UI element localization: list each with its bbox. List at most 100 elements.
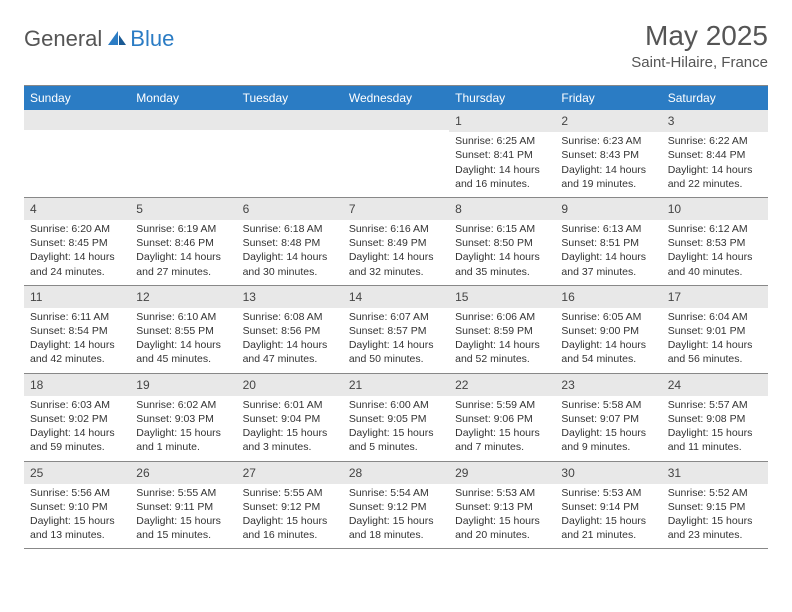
sunrise-text: Sunrise: 5:55 AM (243, 486, 337, 500)
day-cell (24, 110, 130, 197)
day-body: Sunrise: 6:05 AMSunset: 9:00 PMDaylight:… (555, 308, 661, 373)
daylight-text: Daylight: 15 hours and 9 minutes. (561, 426, 655, 454)
sunrise-text: Sunrise: 5:57 AM (668, 398, 762, 412)
day-body: Sunrise: 5:56 AMSunset: 9:10 PMDaylight:… (24, 484, 130, 549)
sunset-text: Sunset: 8:41 PM (455, 148, 549, 162)
day-cell: 18Sunrise: 6:03 AMSunset: 9:02 PMDayligh… (24, 374, 130, 461)
day-cell: 10Sunrise: 6:12 AMSunset: 8:53 PMDayligh… (662, 198, 768, 285)
day-cell (130, 110, 236, 197)
day-body: Sunrise: 6:18 AMSunset: 8:48 PMDaylight:… (237, 220, 343, 285)
day-body: Sunrise: 6:02 AMSunset: 9:03 PMDaylight:… (130, 396, 236, 461)
day-cell: 31Sunrise: 5:52 AMSunset: 9:15 PMDayligh… (662, 462, 768, 549)
day-number: 1 (449, 110, 555, 132)
day-cell: 21Sunrise: 6:00 AMSunset: 9:05 PMDayligh… (343, 374, 449, 461)
day-body: Sunrise: 6:07 AMSunset: 8:57 PMDaylight:… (343, 308, 449, 373)
sunrise-text: Sunrise: 5:59 AM (455, 398, 549, 412)
sunset-text: Sunset: 8:57 PM (349, 324, 443, 338)
daylight-text: Daylight: 15 hours and 1 minute. (136, 426, 230, 454)
daylight-text: Daylight: 14 hours and 56 minutes. (668, 338, 762, 366)
daylight-text: Daylight: 15 hours and 21 minutes. (561, 514, 655, 542)
sunrise-text: Sunrise: 6:02 AM (136, 398, 230, 412)
daylight-text: Daylight: 15 hours and 16 minutes. (243, 514, 337, 542)
daylight-text: Daylight: 14 hours and 59 minutes. (30, 426, 124, 454)
day-cell: 5Sunrise: 6:19 AMSunset: 8:46 PMDaylight… (130, 198, 236, 285)
brand-blue: Blue (130, 26, 174, 52)
daylight-text: Daylight: 14 hours and 42 minutes. (30, 338, 124, 366)
day-body: Sunrise: 5:59 AMSunset: 9:06 PMDaylight:… (449, 396, 555, 461)
daylight-text: Daylight: 15 hours and 7 minutes. (455, 426, 549, 454)
day-number (130, 110, 236, 130)
sunrise-text: Sunrise: 5:52 AM (668, 486, 762, 500)
sunset-text: Sunset: 8:51 PM (561, 236, 655, 250)
day-cell: 25Sunrise: 5:56 AMSunset: 9:10 PMDayligh… (24, 462, 130, 549)
daylight-text: Daylight: 14 hours and 32 minutes. (349, 250, 443, 278)
day-header-wednesday: Wednesday (343, 86, 449, 110)
day-cell: 19Sunrise: 6:02 AMSunset: 9:03 PMDayligh… (130, 374, 236, 461)
sunrise-text: Sunrise: 6:05 AM (561, 310, 655, 324)
month-title: May 2025 (631, 20, 768, 52)
daylight-text: Daylight: 14 hours and 19 minutes. (561, 163, 655, 191)
sunrise-text: Sunrise: 6:25 AM (455, 134, 549, 148)
day-cell: 8Sunrise: 6:15 AMSunset: 8:50 PMDaylight… (449, 198, 555, 285)
sunrise-text: Sunrise: 5:54 AM (349, 486, 443, 500)
day-cell: 30Sunrise: 5:53 AMSunset: 9:14 PMDayligh… (555, 462, 661, 549)
sunrise-text: Sunrise: 6:16 AM (349, 222, 443, 236)
day-cell: 13Sunrise: 6:08 AMSunset: 8:56 PMDayligh… (237, 286, 343, 373)
sunrise-text: Sunrise: 6:15 AM (455, 222, 549, 236)
day-cell: 11Sunrise: 6:11 AMSunset: 8:54 PMDayligh… (24, 286, 130, 373)
day-cell: 24Sunrise: 5:57 AMSunset: 9:08 PMDayligh… (662, 374, 768, 461)
day-body: Sunrise: 6:22 AMSunset: 8:44 PMDaylight:… (662, 132, 768, 197)
day-body: Sunrise: 6:19 AMSunset: 8:46 PMDaylight:… (130, 220, 236, 285)
daylight-text: Daylight: 14 hours and 54 minutes. (561, 338, 655, 366)
day-number: 15 (449, 286, 555, 308)
day-body: Sunrise: 5:53 AMSunset: 9:14 PMDaylight:… (555, 484, 661, 549)
day-cell: 26Sunrise: 5:55 AMSunset: 9:11 PMDayligh… (130, 462, 236, 549)
day-cell: 28Sunrise: 5:54 AMSunset: 9:12 PMDayligh… (343, 462, 449, 549)
day-body: Sunrise: 6:10 AMSunset: 8:55 PMDaylight:… (130, 308, 236, 373)
day-number: 21 (343, 374, 449, 396)
day-cell: 22Sunrise: 5:59 AMSunset: 9:06 PMDayligh… (449, 374, 555, 461)
day-cell: 15Sunrise: 6:06 AMSunset: 8:59 PMDayligh… (449, 286, 555, 373)
sunset-text: Sunset: 8:45 PM (30, 236, 124, 250)
sunset-text: Sunset: 8:54 PM (30, 324, 124, 338)
sunrise-text: Sunrise: 6:22 AM (668, 134, 762, 148)
day-cell: 16Sunrise: 6:05 AMSunset: 9:00 PMDayligh… (555, 286, 661, 373)
sunrise-text: Sunrise: 6:19 AM (136, 222, 230, 236)
day-number: 17 (662, 286, 768, 308)
day-number: 30 (555, 462, 661, 484)
day-number: 27 (237, 462, 343, 484)
location-label: Saint-Hilaire, France (631, 54, 768, 71)
sunrise-text: Sunrise: 5:56 AM (30, 486, 124, 500)
sunset-text: Sunset: 8:49 PM (349, 236, 443, 250)
sunset-text: Sunset: 9:01 PM (668, 324, 762, 338)
day-cell (237, 110, 343, 197)
day-number: 7 (343, 198, 449, 220)
sunrise-text: Sunrise: 5:53 AM (561, 486, 655, 500)
day-number: 5 (130, 198, 236, 220)
sunrise-text: Sunrise: 6:00 AM (349, 398, 443, 412)
daylight-text: Daylight: 14 hours and 52 minutes. (455, 338, 549, 366)
day-body: Sunrise: 5:55 AMSunset: 9:12 PMDaylight:… (237, 484, 343, 549)
day-header-tuesday: Tuesday (237, 86, 343, 110)
daylight-text: Daylight: 14 hours and 40 minutes. (668, 250, 762, 278)
day-body: Sunrise: 6:15 AMSunset: 8:50 PMDaylight:… (449, 220, 555, 285)
day-number: 3 (662, 110, 768, 132)
daylight-text: Daylight: 14 hours and 50 minutes. (349, 338, 443, 366)
sunrise-text: Sunrise: 6:06 AM (455, 310, 549, 324)
day-body: Sunrise: 6:23 AMSunset: 8:43 PMDaylight:… (555, 132, 661, 197)
daylight-text: Daylight: 15 hours and 20 minutes. (455, 514, 549, 542)
day-body: Sunrise: 5:54 AMSunset: 9:12 PMDaylight:… (343, 484, 449, 549)
week-row: 11Sunrise: 6:11 AMSunset: 8:54 PMDayligh… (24, 286, 768, 374)
day-number: 9 (555, 198, 661, 220)
daylight-text: Daylight: 15 hours and 13 minutes. (30, 514, 124, 542)
calendar-grid: Sunday Monday Tuesday Wednesday Thursday… (24, 85, 768, 549)
daylight-text: Daylight: 15 hours and 11 minutes. (668, 426, 762, 454)
day-number: 25 (24, 462, 130, 484)
sunrise-text: Sunrise: 6:18 AM (243, 222, 337, 236)
sunset-text: Sunset: 8:48 PM (243, 236, 337, 250)
sunset-text: Sunset: 8:43 PM (561, 148, 655, 162)
week-row: 1 Sunrise: 6:25 AMSunset: 8:41 PM Daylight… (24, 110, 768, 198)
day-body: Sunrise: 6:01 AMSunset: 9:04 PMDaylight:… (237, 396, 343, 461)
day-cell: 1Sunrise: 6:25 AMSunset: 8:41 PMDaylight… (449, 110, 555, 197)
brand-logo: General Blue (24, 26, 174, 52)
